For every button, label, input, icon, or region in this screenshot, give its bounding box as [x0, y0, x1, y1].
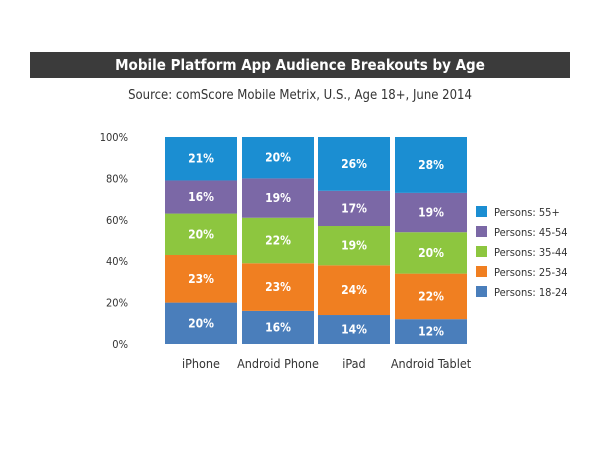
bar-segment — [165, 254, 237, 303]
bar-segment — [165, 213, 237, 255]
data-label: 20% — [418, 246, 444, 260]
chart-title: Mobile Platform App Audience Breakouts b… — [30, 52, 570, 78]
y-tick-label: 80% — [106, 172, 128, 185]
data-label: 24% — [341, 283, 367, 297]
bar-segment — [318, 190, 390, 227]
data-label: 22% — [265, 234, 291, 248]
bar-segment — [318, 315, 390, 344]
legend-swatch — [476, 286, 487, 297]
legend-swatch — [476, 246, 487, 257]
legend-swatch — [476, 226, 487, 237]
legend-label: Persons: 25-34 — [494, 266, 568, 279]
y-axis: 0% 20% 40% 60% 80% 100% — [100, 131, 128, 351]
data-label: 23% — [265, 280, 291, 294]
bar-segment — [242, 310, 314, 344]
bar-segment — [395, 232, 467, 274]
y-tick-label: 20% — [106, 297, 128, 310]
data-label: 28% — [418, 158, 444, 172]
category-label: iPad — [342, 356, 365, 371]
y-tick-label: 0% — [112, 338, 128, 351]
data-label: 16% — [188, 190, 214, 204]
category-label: Android Phone — [237, 356, 319, 371]
y-tick-label: 100% — [100, 131, 128, 144]
data-label: 17% — [341, 201, 367, 215]
data-label: 12% — [418, 325, 444, 339]
bar-segment — [318, 226, 390, 266]
legend-swatch — [476, 206, 487, 217]
data-label: 22% — [418, 289, 444, 303]
x-axis: iPhone Android Phone iPad Android Tablet — [182, 356, 472, 371]
category-label: Android Tablet — [391, 356, 472, 371]
bar-segment — [395, 137, 467, 193]
data-label: 21% — [188, 152, 214, 166]
bar-segment — [242, 263, 314, 311]
bar-segment — [242, 178, 314, 218]
data-label: 14% — [341, 323, 367, 337]
bars: 20% 23% 20% 16% 21% 16% 23% 22% 19% 20% 14% 24% 19% 1… — [165, 137, 467, 344]
category-label: iPhone — [182, 356, 220, 371]
bar-segment — [242, 137, 314, 179]
bar-segment — [318, 137, 390, 191]
legend-swatch — [476, 266, 487, 277]
data-label: 26% — [341, 157, 367, 171]
bar-segment — [318, 265, 390, 316]
bar-segment — [395, 319, 467, 344]
bar-segment — [395, 273, 467, 320]
legend: Persons: 55+ Persons: 45-54 Persons: 35-44… — [476, 206, 568, 299]
bar-segment — [165, 137, 237, 181]
bar-segment — [165, 302, 237, 344]
legend-label: Persons: 35-44 — [494, 246, 568, 259]
bar-segment — [395, 192, 467, 233]
legend-label: Persons: 55+ — [494, 206, 560, 219]
chart-subtitle: Source: comScore Mobile Metrix, U.S., Ag… — [128, 88, 472, 103]
y-tick-label: 60% — [106, 214, 128, 227]
data-label: 19% — [418, 206, 444, 220]
data-label: 20% — [188, 316, 214, 330]
bar-segment — [242, 217, 314, 264]
data-label: 19% — [265, 191, 291, 205]
legend-label: Persons: 45-54 — [494, 226, 568, 239]
data-label: 20% — [188, 227, 214, 241]
data-label: 20% — [265, 151, 291, 165]
data-label: 19% — [341, 239, 367, 253]
data-label: 16% — [265, 320, 291, 334]
bar-segment — [165, 180, 237, 214]
legend-label: Persons: 18-24 — [494, 286, 568, 299]
y-tick-label: 40% — [106, 255, 128, 268]
data-label: 23% — [188, 272, 214, 286]
